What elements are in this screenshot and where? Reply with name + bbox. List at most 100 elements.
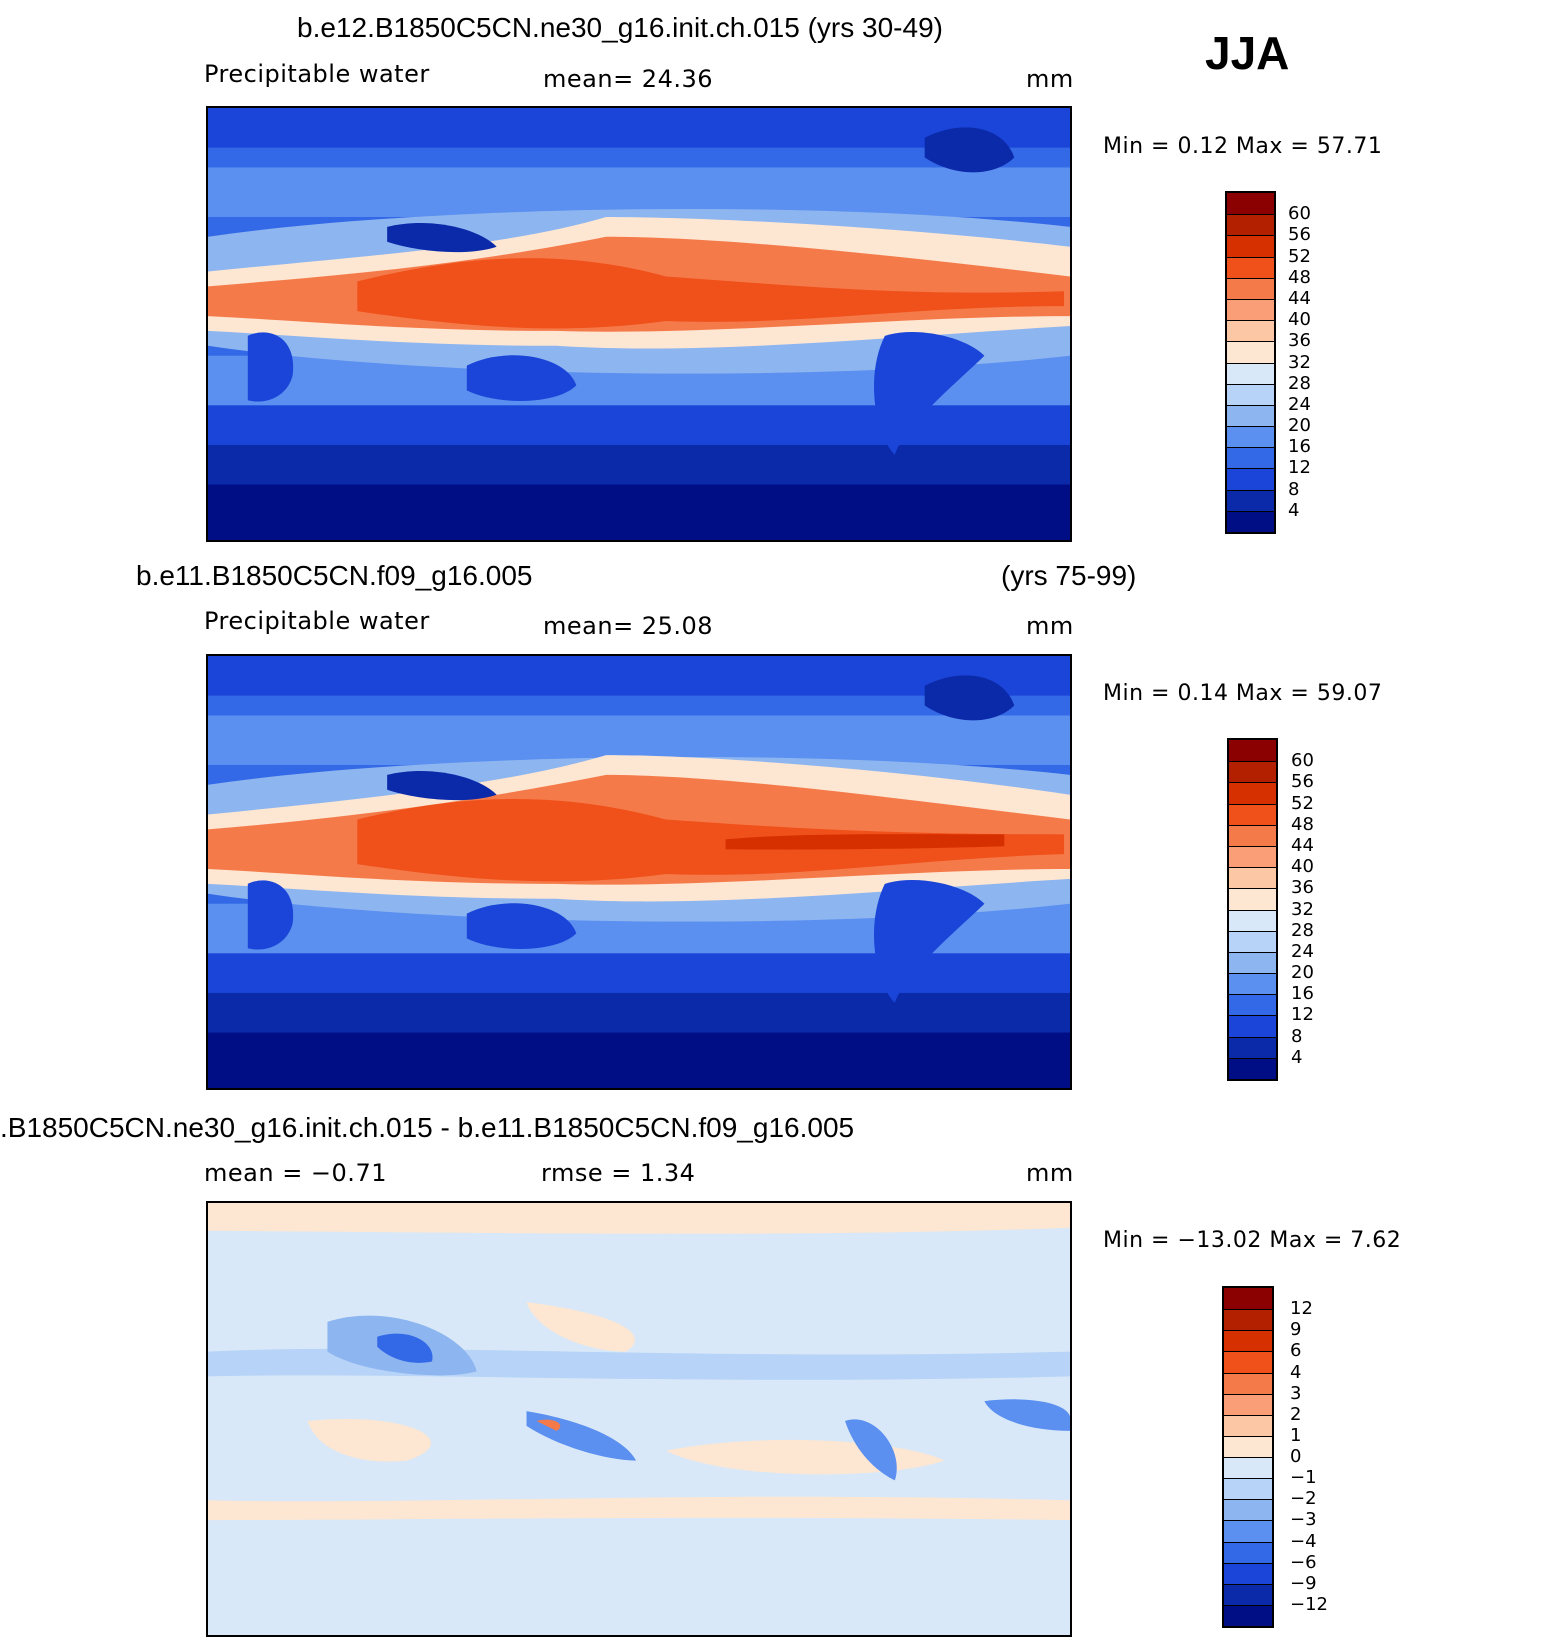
colorbar-swatch <box>1224 1351 1272 1373</box>
colorbar-swatch <box>1224 1478 1272 1500</box>
colorbar-swatch <box>1227 404 1274 427</box>
colorbar-swatch <box>1229 930 1276 952</box>
colorbar-swatch <box>1229 973 1276 995</box>
colorbar-tick-label: 16 <box>1291 983 1314 1005</box>
colorbar-swatch <box>1224 1372 1272 1394</box>
panel-3-units-label: mm <box>1026 1159 1074 1187</box>
colorbar-tick-label: 12 <box>1288 457 1311 479</box>
colorbar-swatch <box>1224 1288 1272 1310</box>
panel-2-map-graphic <box>208 656 1070 1088</box>
colorbar-tick-label: 16 <box>1288 436 1311 458</box>
colorbar-swatch <box>1227 235 1274 257</box>
colorbar-swatch <box>1229 1015 1276 1037</box>
colorbar-swatch <box>1229 994 1276 1016</box>
panel-3-map <box>206 1201 1072 1637</box>
panel-2-mean-label: mean= 25.08 <box>543 612 714 640</box>
colorbar-swatch <box>1224 1309 1272 1331</box>
colorbar-tick-label: 60 <box>1291 750 1314 772</box>
colorbar-tick-label: 40 <box>1291 856 1314 878</box>
colorbar-tick-label: −1 <box>1290 1467 1317 1489</box>
panel-2-colorbar-labels: 60 56 52 48 44 40 36 32 28 24 20 16 12 8 4 <box>1291 738 1351 1081</box>
colorbar-tick-label: 24 <box>1291 940 1314 962</box>
colorbar-tick-label: 60 <box>1288 203 1311 225</box>
colorbar-tick-label: 32 <box>1291 898 1314 920</box>
colorbar-tick-label: 4 <box>1288 499 1300 521</box>
colorbar-swatch <box>1224 1393 1272 1415</box>
colorbar-tick-label: 52 <box>1291 792 1314 814</box>
colorbar-swatch <box>1224 1414 1272 1436</box>
colorbar-tick-label: −12 <box>1290 1593 1328 1615</box>
panel-1-map <box>206 106 1072 542</box>
colorbar-swatch <box>1224 1330 1272 1352</box>
colorbar-tick-label: 56 <box>1291 771 1314 793</box>
colorbar-tick-label: 9 <box>1290 1319 1302 1341</box>
colorbar-swatch <box>1227 277 1274 299</box>
panel-2-variable-label: Precipitable water <box>204 607 430 635</box>
colorbar-tick-label: 56 <box>1288 224 1311 246</box>
colorbar-tick-label: 4 <box>1290 1361 1302 1383</box>
colorbar-swatch <box>1224 1499 1272 1521</box>
colorbar-tick-label: 8 <box>1288 478 1300 500</box>
panel-1-mean-label: mean= 24.36 <box>543 65 714 93</box>
colorbar-swatch <box>1227 447 1274 469</box>
colorbar-tick-label: 28 <box>1288 372 1311 394</box>
panel-1-colorbar <box>1225 191 1276 534</box>
panel-2-title: b.e11.B1850C5CN.f09_g16.005 <box>136 560 533 591</box>
panel-3-colorbar-labels: 12 9 6 4 3 2 1 0 −1 −2 −3 −4 −6 −9 −12 <box>1290 1286 1360 1628</box>
colorbar-swatch <box>1229 740 1276 762</box>
colorbar-tick-label: 36 <box>1291 877 1314 899</box>
panel-3-colorbar <box>1222 1286 1274 1628</box>
colorbar-tick-label: 48 <box>1288 266 1311 288</box>
colorbar-swatch <box>1224 1604 1272 1626</box>
colorbar-tick-label: −4 <box>1290 1530 1317 1552</box>
colorbar-swatch <box>1224 1583 1272 1605</box>
colorbar-tick-label: 20 <box>1291 962 1314 984</box>
colorbar-swatch <box>1229 1057 1276 1079</box>
panel-2-colorbar <box>1227 738 1278 1081</box>
colorbar-tick-label: −9 <box>1290 1572 1317 1594</box>
colorbar-swatch <box>1227 256 1274 278</box>
colorbar-swatch <box>1229 1036 1276 1058</box>
colorbar-swatch <box>1229 761 1276 783</box>
colorbar-swatch <box>1227 320 1274 342</box>
panel-1-colorbar-labels: 60 56 52 48 44 40 36 32 28 24 20 16 12 8 4 <box>1288 191 1348 534</box>
colorbar-tick-label: 40 <box>1288 309 1311 331</box>
colorbar-swatch <box>1229 803 1276 825</box>
colorbar-swatch <box>1224 1520 1272 1542</box>
colorbar-swatch <box>1224 1562 1272 1584</box>
colorbar-tick-label: 28 <box>1291 919 1314 941</box>
colorbar-swatch <box>1224 1435 1272 1457</box>
colorbar-tick-label: 44 <box>1288 287 1311 309</box>
colorbar-tick-label: 52 <box>1288 245 1311 267</box>
colorbar-tick-label: 1 <box>1290 1424 1302 1446</box>
colorbar-swatch <box>1227 510 1274 532</box>
colorbar-tick-label: −2 <box>1290 1488 1317 1510</box>
colorbar-tick-label: −3 <box>1290 1509 1317 1531</box>
colorbar-tick-label: 32 <box>1288 351 1311 373</box>
colorbar-swatch <box>1227 214 1274 236</box>
panel-2-units-label: mm <box>1026 612 1074 640</box>
season-label: JJA <box>1205 27 1290 79</box>
colorbar-tick-label: 12 <box>1291 1004 1314 1026</box>
colorbar-swatch <box>1227 383 1274 405</box>
colorbar-tick-label: 8 <box>1291 1025 1303 1047</box>
panel-1-variable-label: Precipitable water <box>204 60 430 88</box>
panel-1-units-label: mm <box>1026 65 1074 93</box>
colorbar-swatch <box>1229 824 1276 846</box>
colorbar-swatch <box>1229 888 1276 910</box>
colorbar-tick-label: 44 <box>1291 834 1314 856</box>
colorbar-swatch <box>1229 867 1276 889</box>
colorbar-swatch <box>1227 489 1274 511</box>
colorbar-tick-label: 20 <box>1288 415 1311 437</box>
colorbar-tick-label: 4 <box>1291 1046 1303 1068</box>
colorbar-swatch <box>1229 951 1276 974</box>
panel-1-title: b.e12.B1850C5CN.ne30_g16.init.ch.015 (yr… <box>297 12 943 43</box>
colorbar-tick-label: 2 <box>1290 1403 1302 1425</box>
colorbar-swatch <box>1224 1541 1272 1563</box>
colorbar-swatch <box>1227 341 1274 363</box>
panel-2-map <box>206 654 1072 1090</box>
colorbar-swatch <box>1229 782 1276 804</box>
colorbar-swatch <box>1227 193 1274 215</box>
colorbar-swatch <box>1227 298 1274 321</box>
panel-1-minmax: Min = 0.12 Max = 57.71 <box>1103 134 1383 159</box>
